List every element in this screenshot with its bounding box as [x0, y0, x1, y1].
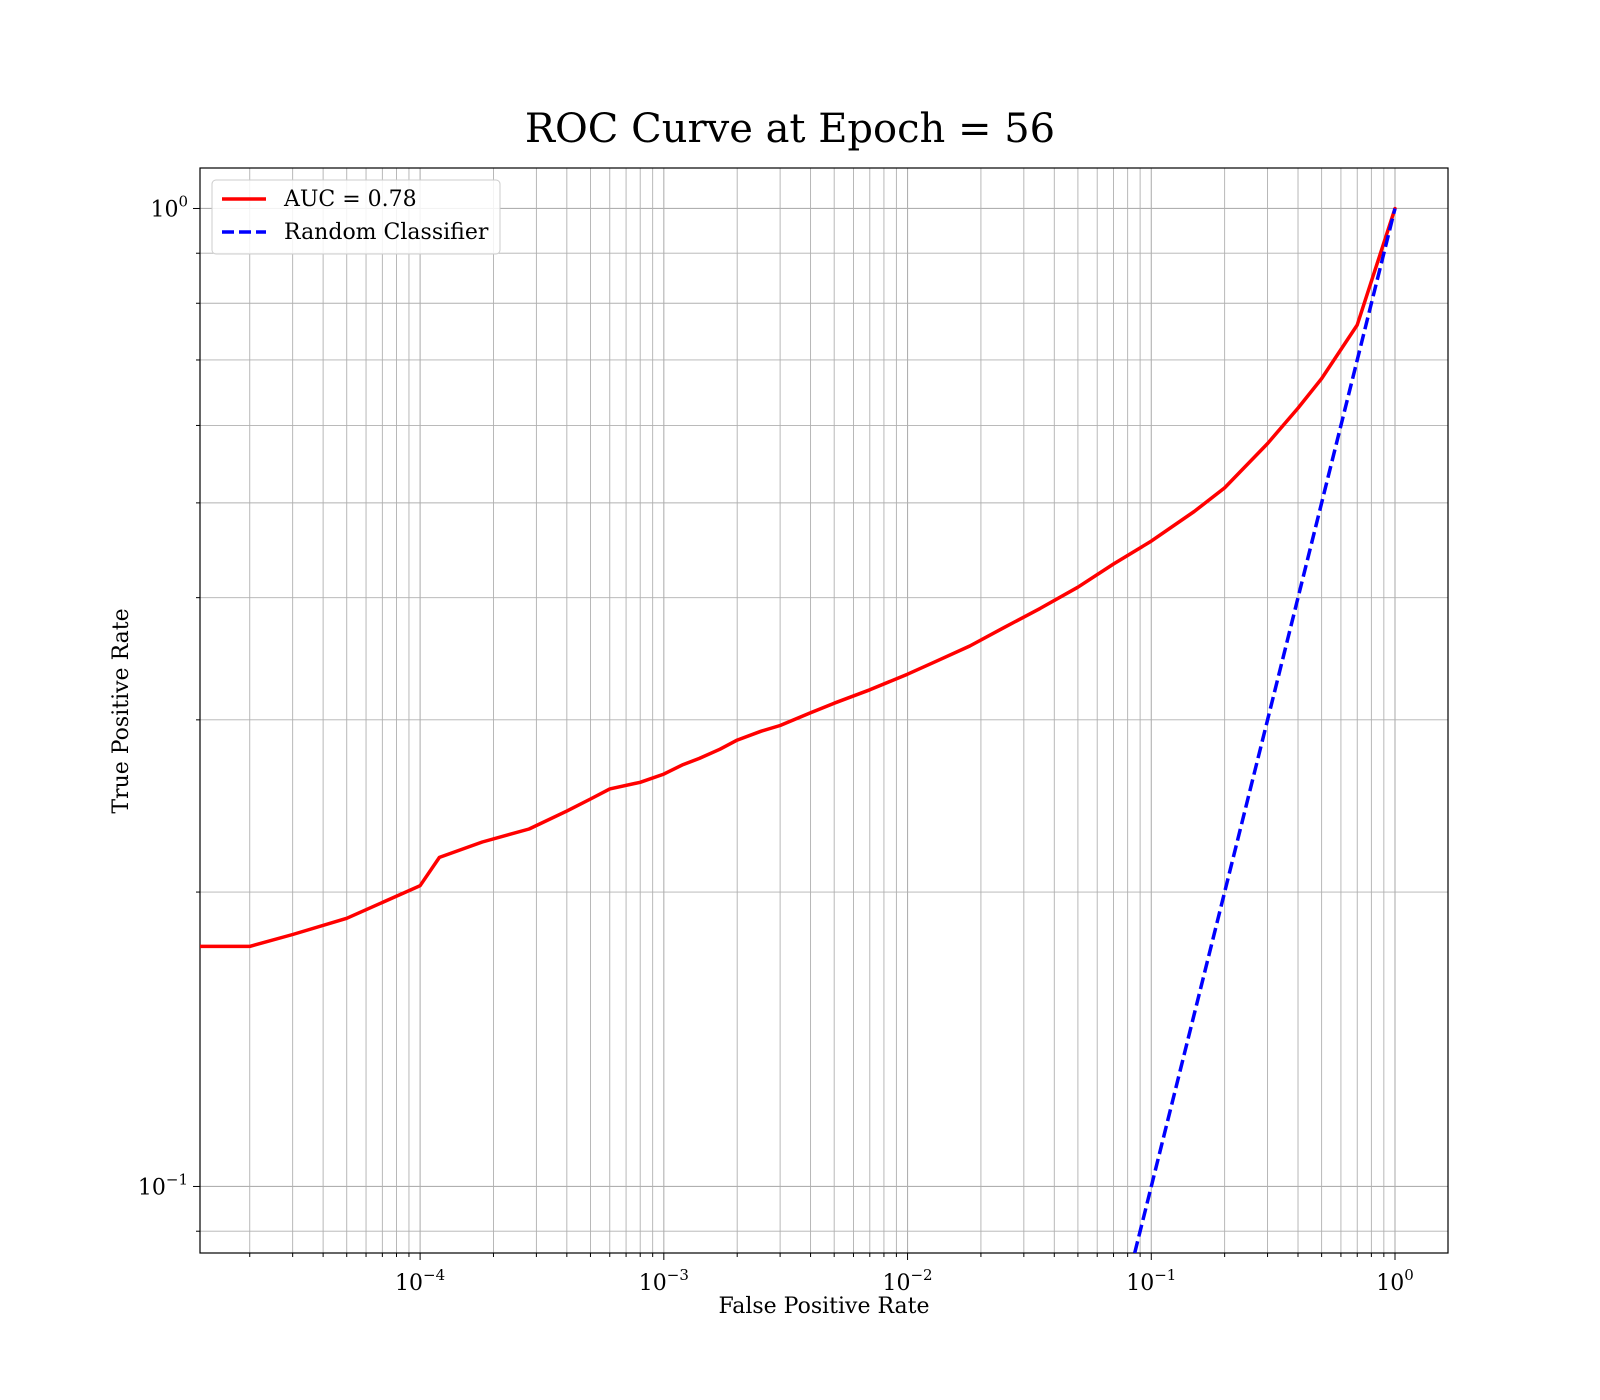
legend-label-random: Random Classifier [284, 220, 489, 245]
legend-box [211, 179, 501, 255]
random-classifier-line [1133, 208, 1397, 1253]
y-axis-label: True Positive Rate [109, 608, 134, 813]
plot-area-frame [199, 167, 1449, 1254]
grid-lines [200, 168, 1448, 1253]
y-tick-label: 100 [150, 192, 188, 222]
x-axis-label: False Positive Rate [718, 1294, 929, 1319]
series-lines [200, 206, 1397, 1253]
y-axis-ticks: 10−1 100 [138, 192, 200, 1232]
y-tick-label: 10−1 [138, 1170, 188, 1200]
x-tick-label: 100 [1376, 1266, 1414, 1296]
legend-label-auc: AUC = 0.78 [283, 187, 417, 212]
x-axis-ticks: 10−4 10−3 10−2 10−1 100 [249, 1253, 1414, 1296]
x-tick-label: 10−3 [639, 1266, 689, 1296]
x-tick-label: 10−1 [1126, 1266, 1176, 1296]
roc-curve-line [200, 206, 1397, 949]
legend: AUC = 0.78 Random Classifier [211, 179, 501, 255]
x-tick-label: 10−2 [882, 1266, 932, 1296]
x-tick-label: 10−4 [395, 1266, 445, 1296]
chart-title: ROC Curve at Epoch = 56 [525, 106, 1055, 152]
